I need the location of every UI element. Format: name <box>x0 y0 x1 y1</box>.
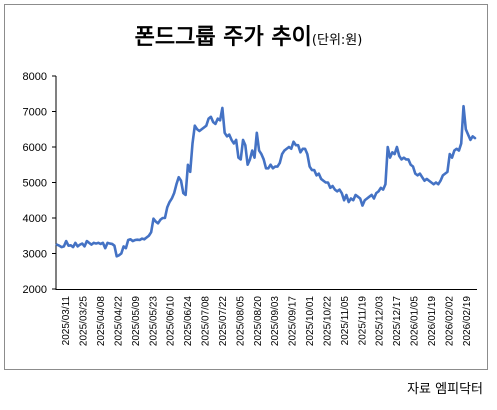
source-label: 자료 엠피닥터 <box>407 382 483 397</box>
x-tick-label: 2025/05/09 <box>131 296 142 346</box>
x-tick-label: 2025/12/17 <box>392 296 403 346</box>
x-tick-label: 2025/07/08 <box>201 296 212 346</box>
x-tick-label: 2025/10/01 <box>305 296 316 346</box>
x-tick-label: 2025/05/23 <box>148 296 159 346</box>
x-tick-label: 2025/06/24 <box>183 296 194 346</box>
chart-unit-label: (단위:원) <box>311 33 363 48</box>
y-tick-label: 3000 <box>23 249 47 261</box>
x-tick-label: 2025/03/11 <box>61 296 72 346</box>
y-axis-ticks: 2000 3000 4000 5000 6000 7000 8000 <box>23 71 56 296</box>
x-tick-label: 2025/10/22 <box>322 296 333 346</box>
x-tick-label: 2025/04/08 <box>96 296 107 346</box>
chart-title: 폰드그룹 주가 추이(단위:원) <box>0 19 497 51</box>
x-tick-label: 2026/01/19 <box>427 296 438 346</box>
y-tick-label: 2000 <box>23 284 47 296</box>
x-tick-label: 2025/08/20 <box>253 296 264 346</box>
x-tick-label: 2025/09/03 <box>270 296 281 346</box>
x-tick-label: 2025/03/25 <box>79 296 90 346</box>
y-tick-label: 6000 <box>23 142 47 154</box>
x-tick-label: 2025/06/10 <box>166 296 177 346</box>
x-tick-label: 2025/09/17 <box>288 296 299 346</box>
chart-title-main: 폰드그룹 주가 추이 <box>134 25 312 50</box>
y-tick-label: 4000 <box>23 213 47 225</box>
chart-frame <box>4 4 488 370</box>
x-tick-label: 2025/04/22 <box>113 296 124 346</box>
x-tick-label: 2025/07/22 <box>218 296 229 346</box>
x-tick-label: 2026/02/02 <box>444 296 455 346</box>
price-series-line <box>55 104 477 258</box>
y-tick-label: 8000 <box>23 71 47 83</box>
y-tick-label: 7000 <box>23 107 47 119</box>
x-tick-label: 2025/08/05 <box>235 296 246 346</box>
x-tick-label: 2025/11/19 <box>357 296 368 346</box>
y-tick-label: 5000 <box>23 178 47 190</box>
x-tick-label: 2026/01/05 <box>410 296 421 346</box>
x-axis-ticks: 2025/03/11 2025/03/25 2025/04/08 2025/04/22… <box>61 296 473 346</box>
x-tick-label: 2026/02/19 <box>462 296 473 346</box>
x-tick-label: 2025/12/03 <box>375 296 386 346</box>
x-tick-label: 2025/11/05 <box>340 296 351 346</box>
